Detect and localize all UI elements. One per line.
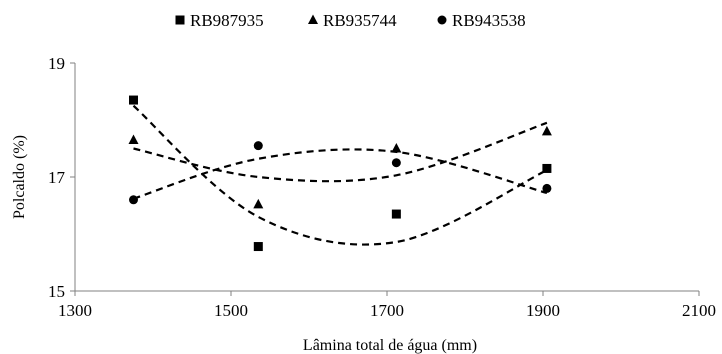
point-RB935744: [391, 143, 402, 153]
legend-label: RB987935: [190, 11, 264, 30]
trendline-RB943538: [133, 148, 548, 200]
legend-marker-RB943538: [437, 15, 447, 25]
x-tick-label: 1900: [526, 301, 560, 320]
legend: RB987935 RB935744 RB943538: [175, 11, 526, 30]
point-RB987935: [129, 95, 138, 105]
legend-marker-RB987935: [175, 15, 185, 25]
y-tick-label: 19: [48, 54, 65, 73]
legend-label: RB943538: [452, 11, 526, 30]
y-tick-label: 15: [48, 282, 65, 301]
x-axis-label: Lâmina total de água (mm): [303, 337, 477, 354]
x-tick-label: 1300: [58, 301, 92, 320]
point-RB935744: [253, 198, 264, 209]
x-tick-label: 1500: [214, 301, 248, 320]
point-RB943538: [391, 158, 401, 168]
point-RB943538: [129, 195, 138, 205]
x-tick-label: 2100: [682, 301, 716, 320]
x-tick-label: 1700: [370, 301, 404, 320]
axes: 15 17 19 1300 1500 1700 1900 2100: [48, 54, 716, 320]
point-RB943538: [542, 183, 552, 193]
point-RB935744: [541, 125, 552, 136]
data-points: [128, 95, 552, 252]
legend-marker-RB935744: [308, 14, 318, 24]
legend-label: RB935744: [323, 11, 397, 30]
point-RB935744: [128, 134, 139, 144]
point-RB987935: [542, 163, 552, 173]
point-RB943538: [253, 141, 263, 151]
y-tick-label: 17: [48, 168, 66, 187]
y-axis-label: Polcaldo (%): [11, 135, 28, 219]
trendlines: [132, 104, 548, 246]
trendline-RB987935: [132, 104, 548, 246]
point-RB987935: [391, 209, 401, 219]
point-RB987935: [253, 242, 263, 252]
